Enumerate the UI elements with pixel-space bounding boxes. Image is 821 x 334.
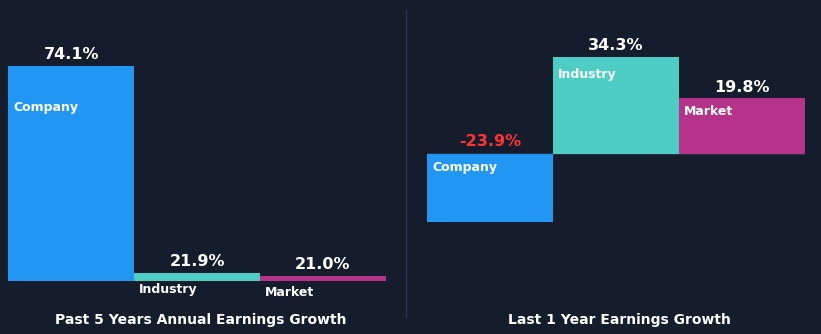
Text: 74.1%: 74.1% xyxy=(44,47,99,62)
Text: -23.9%: -23.9% xyxy=(459,134,521,149)
Text: 34.3%: 34.3% xyxy=(588,38,644,53)
Text: Company: Company xyxy=(432,161,497,174)
Text: Past 5 Years Annual Earnings Growth: Past 5 Years Annual Earnings Growth xyxy=(55,313,347,327)
Bar xyxy=(8,66,134,334)
Text: Industry: Industry xyxy=(557,68,617,81)
Text: 19.8%: 19.8% xyxy=(714,79,769,95)
Bar xyxy=(553,56,679,154)
Text: Last 1 Year Earnings Growth: Last 1 Year Earnings Growth xyxy=(508,313,732,327)
Bar xyxy=(260,276,386,334)
Bar xyxy=(134,273,260,334)
Text: 21.0%: 21.0% xyxy=(296,257,351,272)
Text: Market: Market xyxy=(265,286,314,299)
Bar xyxy=(427,154,553,222)
Text: 21.9%: 21.9% xyxy=(169,254,225,269)
Text: Industry: Industry xyxy=(139,283,198,296)
Text: Company: Company xyxy=(13,102,78,115)
Bar xyxy=(679,98,805,154)
Text: Market: Market xyxy=(684,105,733,118)
